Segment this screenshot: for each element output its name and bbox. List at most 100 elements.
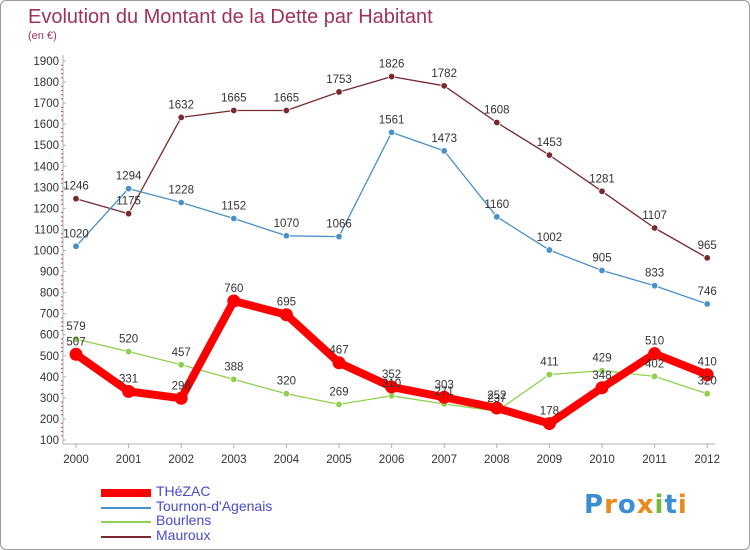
x-tick-label: 2012 (694, 454, 720, 466)
legend-label: Mauroux (156, 526, 211, 543)
logo-letter: t (664, 490, 678, 520)
data-point-bourlens (335, 400, 343, 409)
data-point-mauroux (335, 88, 343, 96)
data-point-tournon-d-agenais (493, 213, 501, 221)
data-point-mauroux (230, 106, 238, 115)
data-label-tournon-d-agenais: 1473 (431, 133, 457, 145)
y-tick-label: 1200 (33, 203, 59, 215)
data-point-bourlens (598, 367, 606, 375)
data-point-mauroux (282, 106, 291, 115)
proxiti-logo: Proxiti (584, 490, 688, 520)
data-point-bourlens (282, 389, 291, 398)
data-label-tournon-d-agenais: 1066 (326, 219, 352, 231)
data-point-tournon-d-agenais (387, 128, 396, 137)
data-label-tournon-d-agenais: 1561 (379, 114, 405, 126)
data-label-tournon-d-agenais: 1152 (221, 200, 246, 212)
x-tick-label: 2004 (274, 454, 300, 466)
data-label-th-zac: 467 (329, 345, 348, 357)
axes: 100 200 300 400 500 600 700 800 900 1000 1100 1200 1… (33, 55, 720, 466)
data-label-th-zac: 331 (119, 373, 138, 385)
data-label-tournon-d-agenais: 1294 (116, 171, 142, 183)
y-tick-label: 500 (40, 351, 59, 363)
data-point-bourlens (72, 335, 80, 343)
data-point-th-zac (174, 391, 188, 405)
legend-label: Bourlens (156, 512, 212, 528)
y-tick-label: 1500 (33, 140, 59, 152)
data-point-mauroux (72, 195, 80, 203)
logo-letter: i (677, 490, 688, 520)
data-point-tournon-d-agenais (703, 300, 711, 308)
data-point-bourlens (124, 347, 133, 356)
x-tick-label: 2003 (221, 454, 247, 466)
x-tick-label: 2009 (537, 454, 563, 466)
chart-title: Evolution du Montant de la Dette par Hab… (28, 6, 433, 28)
data-point-th-zac (490, 401, 504, 415)
data-labels: 1246 1175 1632 1665 1665 1753 1826 1782 1608 1453… (63, 59, 717, 418)
data-label-tournon-d-agenais: 746 (698, 286, 717, 298)
y-tick-label: 1000 (33, 246, 59, 258)
data-label-tournon-d-agenais: 1002 (537, 232, 563, 244)
data-label-bourlens: 520 (119, 334, 138, 346)
data-point-tournon-d-agenais (177, 198, 185, 207)
y-tick-label: 700 (40, 309, 59, 321)
data-label-th-zac: 348 (592, 370, 611, 382)
data-point-mauroux (124, 209, 133, 218)
legend-item: Bourlens (101, 512, 361, 529)
data-point-mauroux (650, 224, 659, 232)
data-label-th-zac: 352 (382, 369, 401, 381)
data-point-mauroux (703, 254, 711, 262)
data-label-bourlens: 271 (435, 386, 454, 398)
data-label-th-zac: 252 (487, 390, 506, 402)
data-label-bourlens: 457 (172, 347, 191, 359)
data-point-bourlens (703, 389, 711, 398)
data-point-th-zac (69, 347, 83, 361)
x-tick-label: 2000 (63, 454, 89, 466)
data-point-th-zac (227, 294, 241, 308)
data-label-bourlens: 429 (592, 353, 611, 365)
data-point-bourlens (230, 375, 238, 384)
x-tick-label: 2005 (326, 454, 352, 466)
data-label-bourlens: 579 (66, 321, 85, 333)
data-label-th-zac: 178 (540, 406, 559, 418)
legend-item: Mauroux (101, 526, 361, 544)
data-label-tournon-d-agenais: 905 (592, 253, 611, 265)
data-point-tournon-d-agenais (282, 232, 291, 240)
legend-swatch (101, 521, 151, 523)
data-label-mauroux: 1826 (379, 59, 405, 71)
data-point-tournon-d-agenais (598, 266, 606, 275)
y-tick-label: 400 (40, 372, 59, 384)
x-tick-label: 2011 (642, 454, 667, 466)
data-point-bourlens (387, 392, 396, 400)
y-tick-label: 200 (40, 414, 59, 426)
data-point-mauroux (387, 72, 396, 81)
data-label-bourlens: 411 (540, 357, 558, 369)
data-point-th-zac (700, 368, 714, 382)
data-point-tournon-d-agenais (335, 232, 343, 241)
data-point-th-zac (332, 356, 346, 370)
data-point-th-zac (648, 347, 662, 361)
data-point-th-zac (542, 417, 556, 431)
data-label-th-zac: 695 (277, 297, 296, 309)
data-label-th-zac: 303 (435, 379, 454, 391)
data-label-mauroux: 1753 (326, 74, 352, 86)
data-label-mauroux: 1453 (537, 137, 563, 149)
data-point-tournon-d-agenais (545, 246, 554, 254)
data-point-mauroux (177, 113, 185, 122)
data-point-tournon-d-agenais (72, 242, 80, 250)
data-label-bourlens: 237 (487, 393, 506, 405)
data-point-bourlens (177, 361, 185, 369)
y-tick-label: 100 (40, 435, 59, 447)
x-tick-label: 2008 (484, 454, 510, 466)
y-tick-label: 1700 (33, 98, 59, 110)
y-tick-label: 300 (40, 393, 59, 405)
data-label-mauroux: 1608 (484, 104, 510, 116)
chart-subtitle: (en €) (28, 30, 57, 42)
data-label-bourlens: 310 (382, 378, 401, 390)
data-label-bourlens: 320 (698, 376, 717, 388)
data-point-th-zac (385, 380, 399, 394)
data-label-tournon-d-agenais: 1228 (168, 184, 194, 196)
data-point-tournon-d-agenais (440, 147, 448, 155)
x-tick-label: 2002 (168, 454, 194, 466)
data-point-tournon-d-agenais (650, 281, 659, 290)
